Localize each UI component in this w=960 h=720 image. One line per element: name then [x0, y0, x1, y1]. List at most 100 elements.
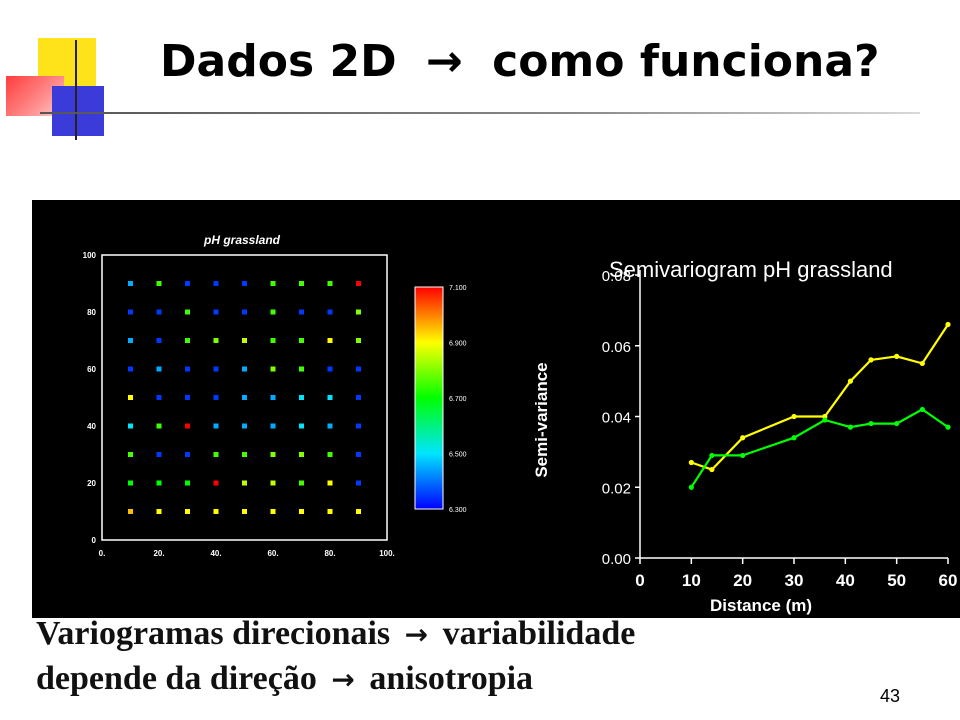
map-point	[270, 281, 276, 286]
decor-blue-square	[52, 86, 104, 136]
series-point-2	[847, 424, 854, 430]
map-point	[327, 452, 333, 457]
caption-line-2: depende da direção → anisotropia	[36, 657, 856, 702]
map-x-tick-label: 80.	[324, 549, 335, 558]
map-point	[242, 423, 247, 429]
map-point	[242, 452, 247, 457]
map-point	[299, 309, 304, 315]
map-point	[185, 509, 190, 514]
map-y-tick-label: 60	[87, 365, 96, 374]
y-tick-label: 0.04	[602, 410, 631, 427]
series-point-1	[919, 360, 925, 367]
caption-text-2b: anisotropia	[369, 660, 534, 697]
map-point	[213, 509, 219, 514]
colorbar-tick-label: 6.700	[449, 396, 467, 403]
map-point	[213, 452, 219, 457]
series-line-2	[690, 408, 949, 488]
map-point	[356, 452, 361, 457]
semivariogram-title: Semivariogram pH grassland	[609, 257, 893, 282]
map-point	[356, 281, 361, 286]
map-point	[327, 366, 333, 372]
map-point	[156, 509, 162, 514]
map-point	[156, 423, 162, 429]
map-point	[128, 281, 133, 286]
map-point	[356, 480, 361, 486]
map-point	[185, 395, 190, 400]
series-point-2	[791, 435, 797, 441]
x-tick-label: 20	[733, 571, 752, 590]
map-point	[356, 395, 361, 400]
map-point	[270, 509, 276, 514]
series-point-1	[847, 378, 854, 384]
map-y-tick-label: 80	[87, 308, 96, 317]
map-point	[185, 281, 190, 286]
map-point	[185, 480, 190, 486]
map-x-tick-label: 60.	[267, 549, 278, 558]
map-point	[213, 423, 219, 429]
map-point	[128, 480, 133, 486]
map-point	[156, 281, 162, 286]
map-x-tick-label: 40.	[210, 549, 221, 558]
series-point-1	[791, 413, 797, 420]
map-point	[213, 338, 219, 343]
series-point-2	[945, 424, 951, 430]
arrow-icon: →	[404, 618, 429, 651]
map-point	[156, 309, 162, 315]
title-underline	[40, 112, 920, 114]
map-point	[156, 452, 162, 457]
slide-caption: Variogramas direcionais → variabilidade …	[36, 612, 856, 702]
series-point-1	[740, 435, 746, 441]
decor-vertical-line	[75, 40, 77, 140]
map-point	[270, 423, 276, 429]
map-point	[128, 338, 133, 343]
arrow-icon: →	[331, 663, 355, 696]
map-point	[185, 423, 190, 429]
map-point	[327, 338, 333, 343]
y-tick-label: 0.02	[602, 480, 631, 497]
series-point-1	[894, 353, 900, 359]
map-point	[156, 338, 162, 343]
map-point	[356, 366, 361, 372]
map-point	[242, 338, 247, 343]
map-point	[270, 452, 276, 457]
map-y-tick-label: 40	[87, 422, 96, 431]
map-point	[242, 480, 247, 486]
map-point	[299, 509, 304, 514]
map-point	[128, 395, 133, 400]
x-tick-label: 40	[836, 571, 855, 590]
series-point-2	[894, 420, 900, 427]
y-tick-label: 0.06	[602, 339, 631, 356]
series-point-2	[868, 420, 874, 427]
series-point-1	[868, 357, 874, 363]
map-point	[242, 281, 247, 286]
caption-line-1: Variogramas direcionais → variabilidade	[36, 612, 856, 657]
y-tick-label: 0.08	[602, 268, 631, 285]
map-point	[299, 366, 304, 372]
map-point	[299, 423, 304, 429]
colorbar-tick-label: 6.500	[449, 452, 467, 459]
series-point-1	[709, 466, 715, 473]
title-rest: como funciona?	[492, 36, 880, 87]
page-number: 43	[880, 686, 901, 706]
map-point	[128, 452, 133, 457]
map-point	[213, 366, 219, 372]
map-point	[356, 423, 361, 429]
series-point-2	[919, 406, 925, 413]
map-point	[242, 309, 247, 315]
map-point	[327, 480, 333, 486]
map-point	[270, 480, 276, 486]
series-line-1	[690, 323, 949, 471]
ph-grid-map: pH grassland 0. 20. 40. 60. 80. 100. 0 20 40 60 80…	[83, 233, 467, 558]
arrow-icon: →	[425, 36, 463, 87]
series-point-2	[688, 484, 694, 490]
map-point	[270, 366, 276, 372]
colorbar-tick-label: 7.100	[449, 285, 467, 292]
x-tick-label: 60	[939, 571, 958, 590]
semivariogram-chart: Semivariogram pH grassland Semi-variance…	[532, 257, 958, 615]
x-tick-label: 50	[887, 571, 906, 590]
map-point	[156, 395, 162, 400]
map-point	[270, 309, 276, 315]
map-point	[185, 309, 190, 315]
series-point-2	[822, 417, 828, 423]
map-point	[213, 480, 219, 486]
